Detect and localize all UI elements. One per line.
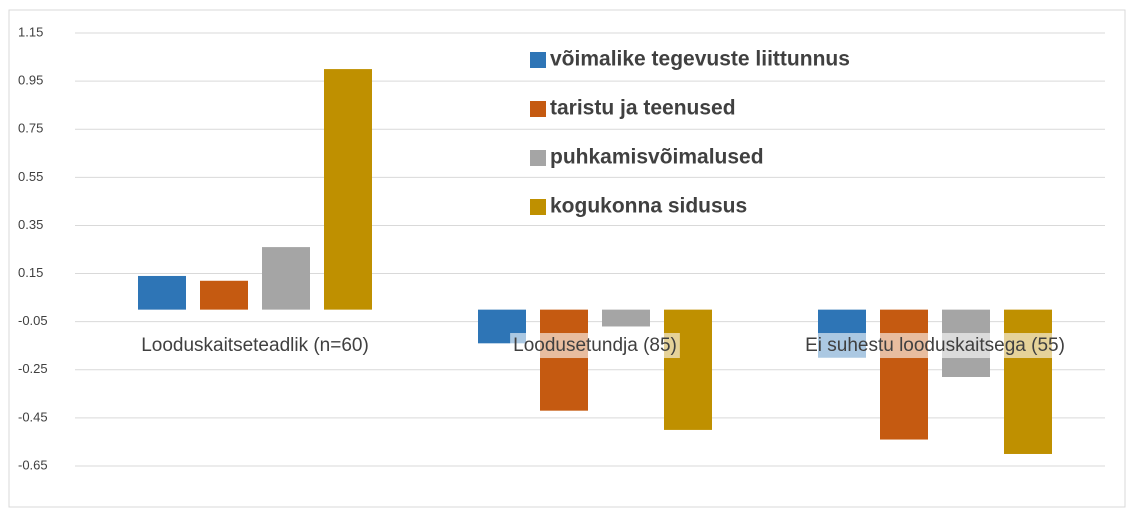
x-tick-group: Looduskaitseteadlik (n=60) (138, 333, 372, 359)
bar (324, 69, 372, 310)
legend-swatch (530, 101, 546, 117)
legend-swatch (530, 52, 546, 68)
x-tick-group: Ei suhestu looduskaitsega (55) (802, 333, 1068, 359)
y-tick-label: 1.15 (18, 24, 43, 39)
y-tick-label: -0.45 (18, 409, 48, 424)
legend-swatch (530, 150, 546, 166)
bar (138, 275, 186, 310)
bar (262, 247, 310, 310)
legend-swatch (530, 199, 546, 215)
y-tick-label: -0.65 (18, 457, 48, 472)
bar (1004, 309, 1052, 454)
bar (664, 309, 712, 430)
y-tick-label: 0.35 (18, 217, 43, 232)
bar (540, 309, 588, 411)
x-tick-group: Loodusetundja (85) (510, 333, 680, 359)
x-tick-label: Looduskaitseteadlik (n=60) (141, 335, 369, 356)
legend-label: puhkamisvõimalused (550, 146, 764, 169)
bar (602, 309, 650, 327)
x-tick-label-bg (138, 333, 372, 359)
x-tick-label-bg (510, 333, 680, 359)
x-tick-label-bg (802, 333, 1068, 359)
legend-label: kogukonna sidusus (550, 195, 747, 218)
y-tick-label: 0.75 (18, 121, 43, 136)
chart-frame (8, 9, 1126, 508)
bar (880, 309, 928, 440)
y-tick-label: 0.15 (18, 265, 43, 280)
y-tick-label: 0.55 (18, 169, 43, 184)
bar (200, 280, 248, 310)
y-tick-label: -0.25 (18, 361, 48, 376)
y-tick-label: -0.05 (18, 313, 48, 328)
x-tick-label: Ei suhestu looduskaitsega (55) (805, 335, 1065, 356)
y-tick-label: 0.95 (18, 73, 43, 88)
legend-label: taristu ja teenused (550, 97, 736, 120)
x-tick-label: Loodusetundja (85) (513, 335, 677, 356)
legend-label: võimalike tegevuste liittunnus (550, 48, 850, 71)
